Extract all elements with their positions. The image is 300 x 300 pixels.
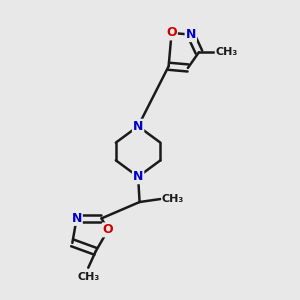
Text: N: N [71, 212, 82, 225]
Text: CH₃: CH₃ [77, 272, 99, 282]
Text: CH₃: CH₃ [162, 194, 184, 204]
Text: N: N [133, 120, 143, 133]
Text: O: O [103, 224, 113, 236]
Text: N: N [186, 28, 196, 41]
Text: O: O [166, 26, 177, 39]
Text: CH₃: CH₃ [215, 47, 238, 57]
Text: N: N [133, 170, 143, 183]
